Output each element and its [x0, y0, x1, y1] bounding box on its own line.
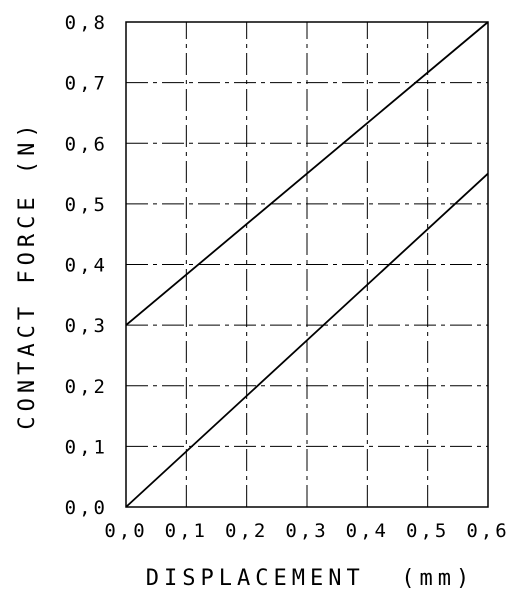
series-group	[125, 21, 489, 508]
y-tick-label: 0,3	[65, 315, 108, 337]
y-tick-label: 0,7	[65, 73, 108, 95]
y-axis-title: CONTACT FORCE (N)	[15, 119, 40, 429]
series-line-2	[125, 172, 489, 508]
x-tick-label: 0,1	[165, 520, 208, 542]
plot-frame	[125, 21, 489, 508]
x-axis-title: DISPLACEMENT (mm)	[146, 566, 474, 591]
x-tick-labels: 0,0 0,1 0,2 0,3 0,4 0,5 0,6	[104, 520, 509, 542]
x-tick-label: 0,5	[406, 520, 449, 542]
x-tick-label: 0,2	[225, 520, 268, 542]
y-tick-label: 0,4	[65, 255, 108, 277]
y-tick-label: 0,0	[65, 497, 108, 519]
y-tick-label: 0,8	[65, 12, 108, 34]
y-tick-label: 0,1	[65, 436, 108, 458]
x-tick-label: 0,0	[104, 520, 147, 542]
grid	[126, 22, 488, 507]
x-tick-label: 0,4	[346, 520, 389, 542]
y-tick-label: 0,6	[65, 133, 108, 155]
y-tick-labels: 0,0 0,1 0,2 0,3 0,4 0,5 0,6 0,7 0,8	[65, 12, 108, 519]
y-tick-label: 0,5	[65, 194, 108, 216]
x-tick-label: 0,3	[285, 520, 328, 542]
x-tick-label: 0,6	[466, 520, 509, 542]
series-line-1	[125, 21, 489, 326]
y-tick-label: 0,2	[65, 376, 108, 398]
